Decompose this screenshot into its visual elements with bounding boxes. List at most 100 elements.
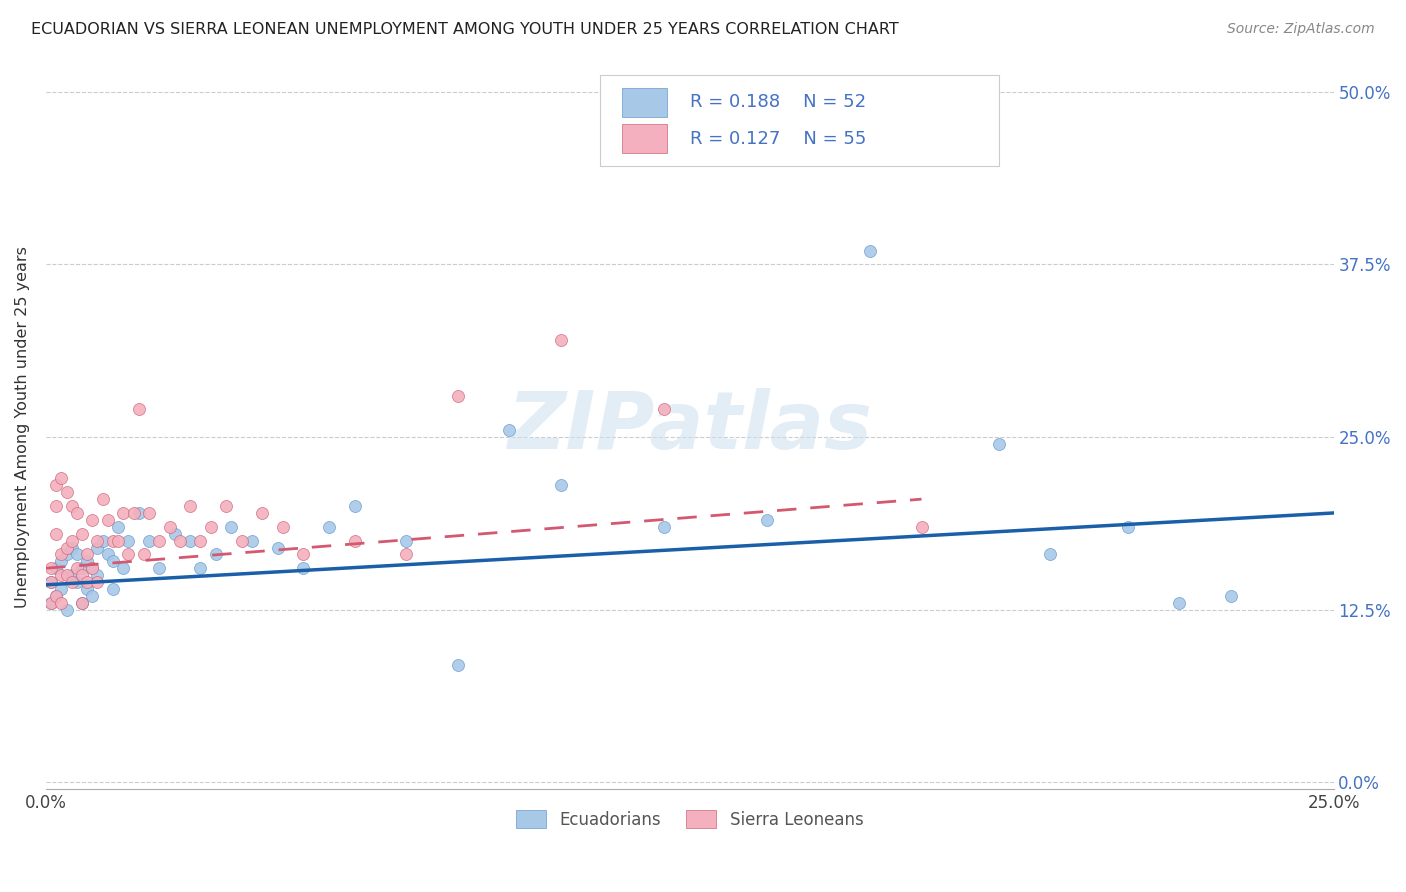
Point: [1116, 520, 1139, 534]
Point: [70, 526, 93, 541]
Point: [91, 533, 114, 548]
Point: [200, 520, 222, 534]
Point: [45, 499, 67, 513]
Point: [70, 596, 93, 610]
Point: [343, 533, 366, 548]
Point: [132, 548, 155, 562]
Point: [91, 492, 114, 507]
Point: [148, 533, 170, 548]
Point: [55, 541, 77, 555]
Point: [107, 520, 129, 534]
Point: [82, 513, 104, 527]
Point: [169, 533, 191, 548]
Point: [86, 533, 108, 548]
Point: [190, 533, 212, 548]
Point: [86, 575, 108, 590]
Point: [447, 657, 470, 672]
FancyBboxPatch shape: [621, 88, 666, 117]
Text: Source: ZipAtlas.com: Source: ZipAtlas.com: [1227, 22, 1375, 37]
Point: [395, 548, 418, 562]
Point: [112, 561, 135, 575]
Point: [51, 471, 73, 485]
FancyBboxPatch shape: [599, 75, 998, 166]
Point: [215, 499, 238, 513]
Point: [292, 548, 315, 562]
Point: [66, 506, 89, 520]
Point: [292, 561, 315, 575]
Point: [112, 506, 135, 520]
Point: [122, 506, 145, 520]
Point: [76, 554, 98, 568]
Point: [179, 499, 201, 513]
Text: R = 0.188    N = 52: R = 0.188 N = 52: [690, 94, 866, 112]
Point: [756, 513, 779, 527]
Point: [101, 533, 124, 548]
Point: [55, 568, 77, 582]
Point: [66, 575, 89, 590]
Point: [138, 506, 160, 520]
Point: [39, 575, 62, 590]
Point: [163, 526, 186, 541]
Text: R = 0.127    N = 55: R = 0.127 N = 55: [690, 129, 866, 148]
Point: [1219, 589, 1241, 603]
Point: [343, 499, 366, 513]
Point: [97, 548, 120, 562]
Point: [1168, 596, 1191, 610]
Point: [498, 423, 520, 437]
Point: [82, 561, 104, 575]
Point: [395, 533, 418, 548]
Point: [859, 244, 882, 258]
Point: [205, 548, 228, 562]
Point: [60, 533, 83, 548]
Y-axis label: Unemployment Among Youth under 25 years: Unemployment Among Youth under 25 years: [15, 245, 30, 607]
Point: [231, 533, 253, 548]
Point: [70, 568, 93, 582]
Text: ZIPatlas: ZIPatlas: [508, 388, 872, 466]
Point: [82, 561, 104, 575]
Point: [128, 506, 150, 520]
Point: [45, 561, 67, 575]
Point: [267, 541, 290, 555]
Point: [117, 533, 139, 548]
Point: [55, 548, 77, 562]
Point: [76, 548, 98, 562]
Point: [39, 596, 62, 610]
Point: [117, 548, 139, 562]
Point: [107, 533, 129, 548]
Point: [76, 582, 98, 596]
Point: [66, 548, 89, 562]
Point: [190, 561, 212, 575]
Point: [652, 402, 675, 417]
Point: [86, 541, 108, 555]
Point: [652, 520, 675, 534]
Text: ECUADORIAN VS SIERRA LEONEAN UNEMPLOYMENT AMONG YOUTH UNDER 25 YEARS CORRELATION: ECUADORIAN VS SIERRA LEONEAN UNEMPLOYMEN…: [31, 22, 898, 37]
Point: [45, 589, 67, 603]
Point: [60, 499, 83, 513]
Point: [70, 561, 93, 575]
Point: [101, 582, 124, 596]
Point: [51, 596, 73, 610]
Point: [45, 526, 67, 541]
Point: [318, 520, 340, 534]
Point: [55, 485, 77, 500]
Point: [55, 602, 77, 616]
Point: [271, 520, 294, 534]
Point: [60, 575, 83, 590]
Point: [101, 554, 124, 568]
Point: [550, 334, 572, 348]
Point: [86, 568, 108, 582]
Point: [60, 568, 83, 582]
Point: [82, 589, 104, 603]
Point: [910, 520, 932, 534]
Point: [138, 533, 160, 548]
Point: [45, 478, 67, 492]
Point: [97, 513, 120, 527]
Legend: Ecuadorians, Sierra Leoneans: Ecuadorians, Sierra Leoneans: [509, 804, 870, 835]
Point: [148, 561, 170, 575]
Point: [128, 402, 150, 417]
Point: [159, 520, 181, 534]
Point: [221, 520, 243, 534]
Point: [66, 561, 89, 575]
Point: [179, 533, 201, 548]
Point: [39, 575, 62, 590]
